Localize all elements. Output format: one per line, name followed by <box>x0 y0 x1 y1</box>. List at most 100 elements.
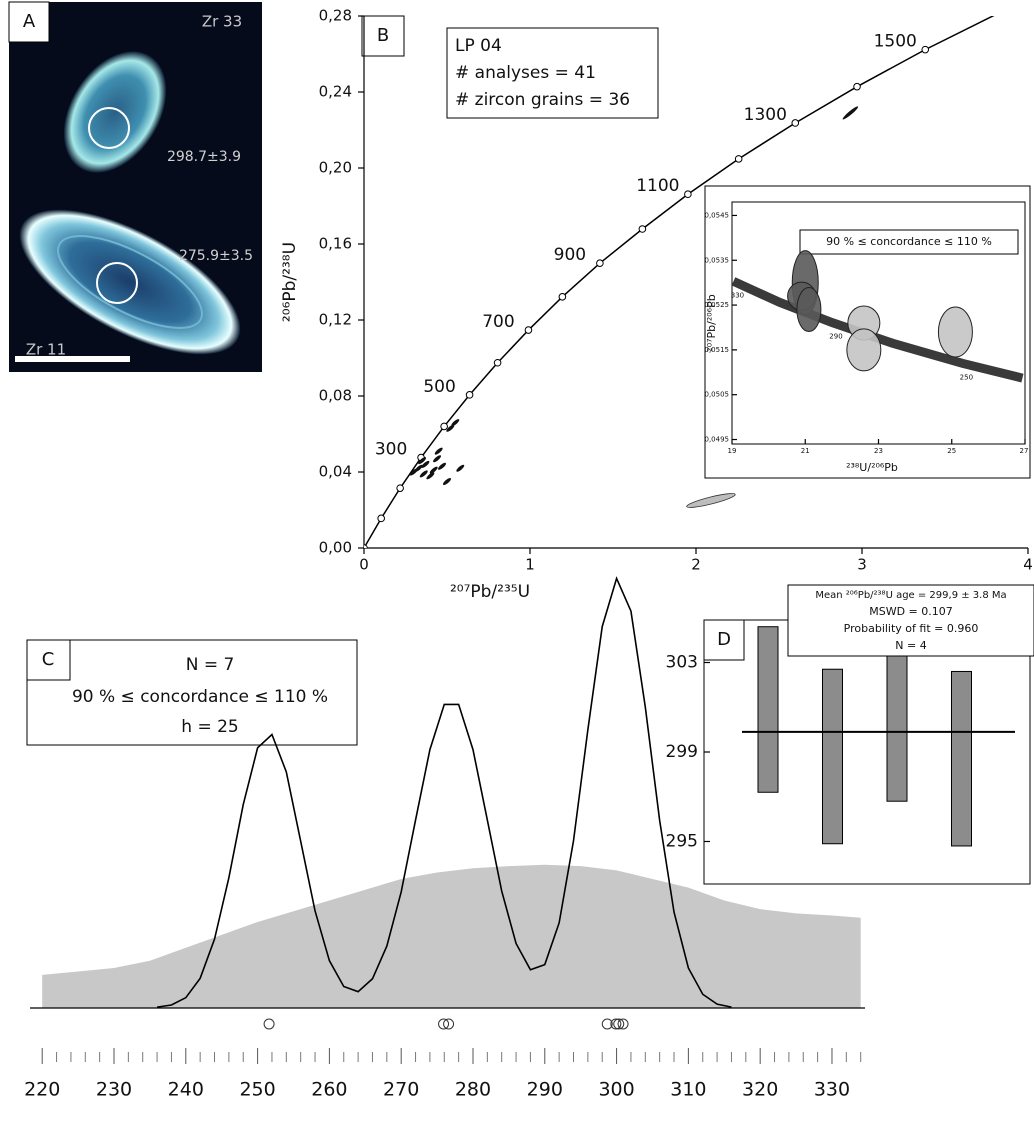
x-tick-label: 2 <box>691 556 701 574</box>
age-label: 330 <box>731 291 744 299</box>
error-bar <box>822 668 843 845</box>
age-label: 900 <box>554 245 586 265</box>
panel-label: C <box>42 649 55 670</box>
x-tick-label: 23 <box>874 447 883 455</box>
x-tick-label: 25 <box>947 447 956 455</box>
analysis-ellipse <box>434 447 443 455</box>
x-tick-label: 300 <box>598 1079 634 1101</box>
analysis-ellipse <box>419 470 428 478</box>
y-tick-label: 0,0525 <box>705 301 730 309</box>
age-marker <box>377 514 385 523</box>
y-tick-label: 0,0505 <box>705 391 730 399</box>
x-tick-label: 230 <box>96 1079 132 1101</box>
inset-title-box <box>799 229 1019 255</box>
age-marker <box>465 391 474 399</box>
zircon-grain <box>19 209 241 355</box>
grain-name: Zr 33 <box>202 13 242 31</box>
analysis-ellipse <box>433 455 442 463</box>
info-text: h = 25 <box>181 717 238 737</box>
inset-y-label: ²⁰⁷Pb/²⁰⁶Pb <box>705 294 718 351</box>
analysis-ellipse <box>846 328 882 372</box>
x-tick-label: 21 <box>801 447 810 455</box>
x-tick-label: 330 <box>814 1079 850 1101</box>
age-point <box>443 1018 455 1030</box>
info-text: MSWD = 0.107 <box>869 605 953 618</box>
inset-x-label: ²³⁸U/²⁰⁶Pb <box>846 461 898 474</box>
analysis-ellipse <box>414 464 423 472</box>
age-point <box>263 1018 275 1030</box>
info-box <box>26 639 358 746</box>
age-label: 1300 <box>744 105 787 125</box>
analysis-ellipse <box>456 464 465 472</box>
error-bar <box>886 630 908 802</box>
y-tick-label: 0,16 <box>319 235 352 253</box>
info-text: Probability of fit = 0.960 <box>844 622 979 635</box>
x-tick-label: 27 <box>1020 447 1029 455</box>
analysis-ellipse <box>796 287 822 333</box>
age-marker <box>921 45 930 54</box>
y-tick-label: 0,0545 <box>705 211 730 219</box>
y-tick-label: 0,12 <box>319 311 352 329</box>
info-box <box>787 584 1034 657</box>
age-marker <box>396 484 404 492</box>
analysis-ellipse <box>438 462 447 470</box>
spot <box>88 107 130 149</box>
analysis-ellipse <box>418 457 427 465</box>
info-text: Mean ²⁰⁶Pb/²³⁸U age = 299,9 ± 3.8 Ma <box>815 590 1006 601</box>
x-tick-label: 290 <box>527 1079 563 1101</box>
age-marker <box>440 422 448 431</box>
x-tick-label: 240 <box>168 1079 204 1101</box>
age-label: 300 <box>375 440 407 460</box>
spot <box>96 262 138 304</box>
analysis-ellipse <box>937 306 973 358</box>
analysis-ellipse <box>686 493 736 508</box>
info-text: N = 4 <box>895 639 926 652</box>
y-tick-label: 0,00 <box>319 539 352 557</box>
panel-label: D <box>717 629 731 650</box>
y-tick-label: 0,0495 <box>705 436 730 444</box>
y-tick-label: 303 <box>666 653 698 673</box>
age-label: 700 <box>482 312 514 332</box>
info-text: LP 04 <box>455 36 502 56</box>
age-marker <box>364 544 368 548</box>
panel-label: B <box>377 25 389 46</box>
age-point <box>438 1018 450 1030</box>
panel-frame <box>703 619 1031 885</box>
y-tick-label: 299 <box>666 742 698 762</box>
age-point <box>610 1018 622 1030</box>
age-point <box>613 1018 625 1030</box>
panel-a: A Zr 33 298.7±3.9 275.9±3.5 Zr 11 <box>8 1 262 372</box>
age-marker <box>734 155 743 163</box>
x-tick-label: 270 <box>383 1079 419 1101</box>
age-label: 500 <box>423 377 455 397</box>
panel-label: A <box>23 11 36 32</box>
y-tick-label: 0,0515 <box>705 346 730 354</box>
grain-name: Zr 11 <box>26 341 66 359</box>
y-tick-label: 0,04 <box>319 463 352 481</box>
y-tick-label: 0,24 <box>319 83 352 101</box>
x-axis-label: ²⁰⁷Pb/²³⁵U <box>450 582 530 602</box>
age-marker <box>853 82 861 91</box>
age-marker <box>596 259 604 267</box>
info-text: # zircon grains = 36 <box>455 90 630 110</box>
panel-label-box <box>703 619 745 661</box>
y-tick-label: 0,20 <box>319 159 352 177</box>
age-marker <box>684 190 692 199</box>
info-text: N = 7 <box>186 655 235 675</box>
x-tick-label: 220 <box>24 1079 60 1101</box>
analysis-ellipse <box>451 419 460 427</box>
panel-label-box <box>26 639 71 681</box>
x-tick-label: 310 <box>670 1079 706 1101</box>
analysis-ellipse <box>426 472 435 480</box>
analysis-ellipse <box>442 478 452 485</box>
inset-title: 90 % ≤ concordance ≤ 110 % <box>826 235 992 248</box>
x-tick-label: 320 <box>742 1079 778 1101</box>
info-text: 90 % ≤ concordance ≤ 110 % <box>72 687 328 707</box>
age-marker <box>558 293 567 301</box>
age-marker <box>997 9 1004 16</box>
y-axis-label: ²⁰⁶Pb/²³⁸U <box>280 242 300 322</box>
error-bar <box>951 670 972 847</box>
x-tick-label: 3 <box>857 556 867 574</box>
